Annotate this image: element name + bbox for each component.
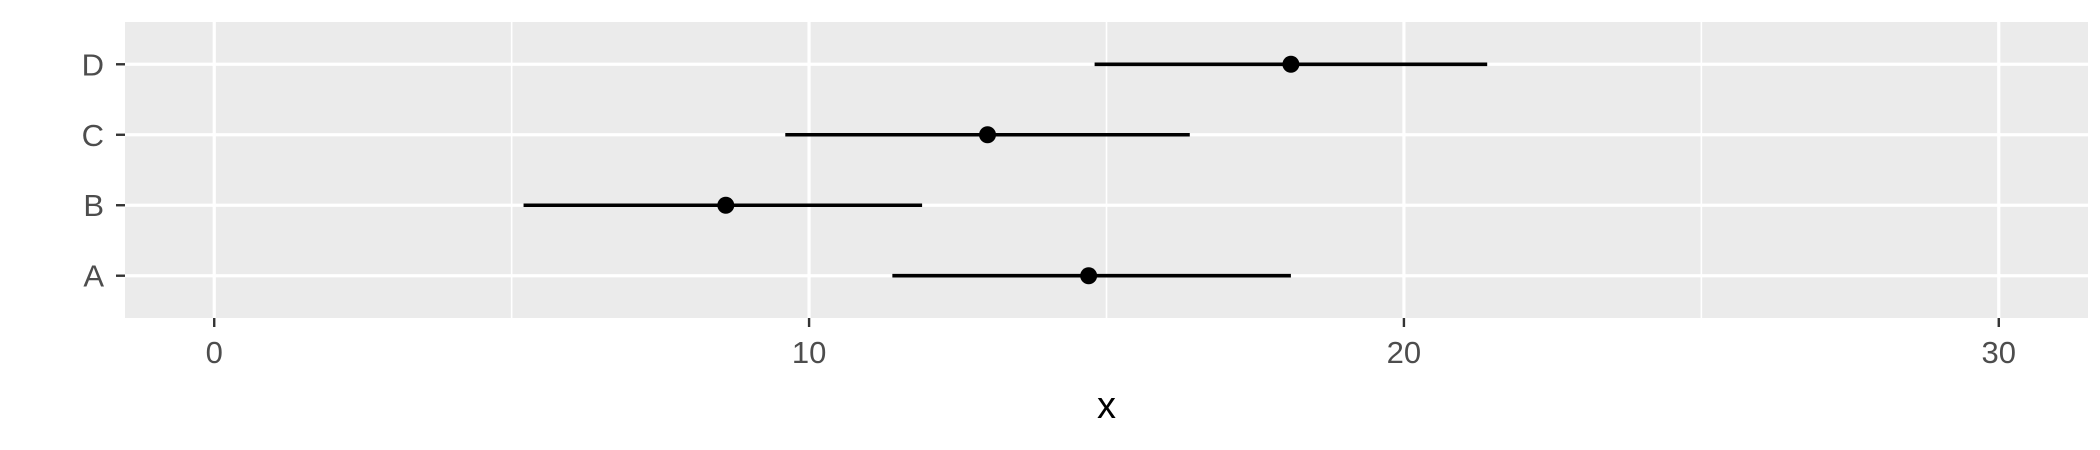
axes: 0 10 20 30 A BC D xyxy=(82,47,2016,370)
data-marks xyxy=(523,55,1488,285)
x-tick-label: 20 xyxy=(1387,335,1421,370)
y-tick-label: D xyxy=(82,47,104,82)
y-tick-label: C xyxy=(82,118,104,153)
x-tick-label: 0 xyxy=(206,335,223,370)
x-axis-title: x xyxy=(1097,385,1116,427)
point-C xyxy=(979,126,997,144)
y-tick-label: A xyxy=(83,259,104,294)
x-tick-label: 10 xyxy=(792,335,826,370)
point-A xyxy=(1080,267,1098,285)
y-tick-label: B xyxy=(83,188,104,223)
point-B xyxy=(717,196,735,214)
point-D xyxy=(1282,55,1300,73)
x-tick-label: 30 xyxy=(1982,335,2016,370)
